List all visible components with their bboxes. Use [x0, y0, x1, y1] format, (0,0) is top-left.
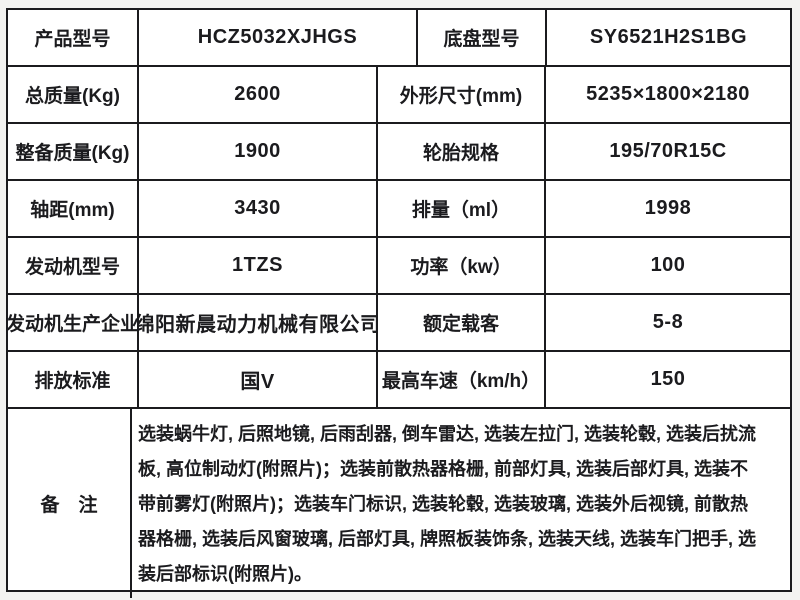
- spec-label-max-speed: 最高车速（km/h）: [378, 352, 546, 407]
- spec-label-chassis-model: 底盘型号: [418, 10, 547, 65]
- spec-value-displacement: 1998: [644, 197, 692, 219]
- remark-row: 备 注 选装蜗牛灯, 后照地镜, 后雨刮器, 倒车雷达, 选装左拉门, 选装轮毂…: [8, 409, 790, 598]
- spec-label-curb-weight: 整备质量(Kg): [8, 124, 139, 179]
- table-row: 发动机生产企业 绵阳新晨动力机械有限公司 额定载客 5-8: [8, 295, 790, 352]
- table-row: 整备质量(Kg) 1900 轮胎规格 195/70R15C: [8, 124, 790, 181]
- table-row: 排放标准 国V 最高车速（km/h） 150: [8, 352, 790, 409]
- spec-label-emission-standard: 排放标准: [8, 352, 139, 407]
- spec-value-product-model: HCZ5032XJHGS: [139, 10, 418, 65]
- spec-label-engine-model: 发动机型号: [8, 238, 139, 293]
- spec-value-power: 100: [650, 254, 686, 276]
- table-row: 轴距(mm) 3430 排量（ml） 1998: [8, 181, 790, 238]
- table-row: 总质量(Kg) 2600 外形尺寸(mm) 5235×1800×2180: [8, 67, 790, 124]
- spec-label-displacement: 排量（ml）: [378, 181, 546, 236]
- table-row: 发动机型号 1TZS 功率（kw） 100: [8, 238, 790, 295]
- remark-line: 器格栅, 选装后风窗玻璃, 后部灯具, 牌照板装饰条, 选装天线, 选装车门把手…: [138, 529, 757, 549]
- spec-value-tire-spec: 195/70R15C: [609, 140, 727, 162]
- spec-label-rated-passengers: 额定载客: [378, 295, 546, 350]
- spec-label-product-model: 产品型号: [8, 10, 139, 65]
- spec-label-dimensions: 外形尺寸(mm): [378, 67, 546, 122]
- spec-value-wheelbase: 3430: [139, 181, 378, 236]
- spec-label-engine-manufacturer: 发动机生产企业: [8, 295, 139, 350]
- spec-value-max-speed: 150: [650, 368, 686, 390]
- remark-line: 带前雾灯(附照片)；选装车门标识, 选装轮毂, 选装玻璃, 选装外后视镜, 前散…: [138, 494, 748, 514]
- spec-value-engine-manufacturer: 绵阳新晨动力机械有限公司: [139, 295, 378, 350]
- spec-value-gross-weight: 2600: [139, 67, 378, 122]
- spec-label-gross-weight: 总质量(Kg): [8, 67, 139, 122]
- vehicle-spec-table: 产品型号 HCZ5032XJHGS 底盘型号 SY6521H2S1BG 总质量(…: [6, 8, 792, 598]
- remark-label: 备 注: [8, 409, 132, 598]
- spec-label-wheelbase: 轴距(mm): [8, 181, 139, 236]
- spec-label-power: 功率（kw）: [378, 238, 546, 293]
- table-row: 产品型号 HCZ5032XJHGS 底盘型号 SY6521H2S1BG: [8, 10, 790, 67]
- spec-value-curb-weight: 1900: [139, 124, 378, 179]
- spec-value-emission-standard: 国V: [139, 352, 378, 407]
- spec-value-engine-model: 1TZS: [139, 238, 378, 293]
- spec-value-dimensions: 5235×1800×2180: [586, 83, 750, 105]
- remark-line: 板, 高位制动灯(附照片)；选装前散热器格栅, 前部灯具, 选装后部灯具, 选装…: [138, 459, 748, 479]
- remark-content: 选装蜗牛灯, 后照地镜, 后雨刮器, 倒车雷达, 选装左拉门, 选装轮毂, 选装…: [132, 409, 790, 598]
- spec-value-rated-passengers: 5-8: [652, 311, 684, 333]
- remark-line: 选装蜗牛灯, 后照地镜, 后雨刮器, 倒车雷达, 选装左拉门, 选装轮毂, 选装…: [138, 424, 757, 444]
- remark-line: 装后部标识(附照片)。: [138, 564, 312, 584]
- spec-value-chassis-model: SY6521H2S1BG: [589, 26, 748, 48]
- spec-label-tire-spec: 轮胎规格: [378, 124, 546, 179]
